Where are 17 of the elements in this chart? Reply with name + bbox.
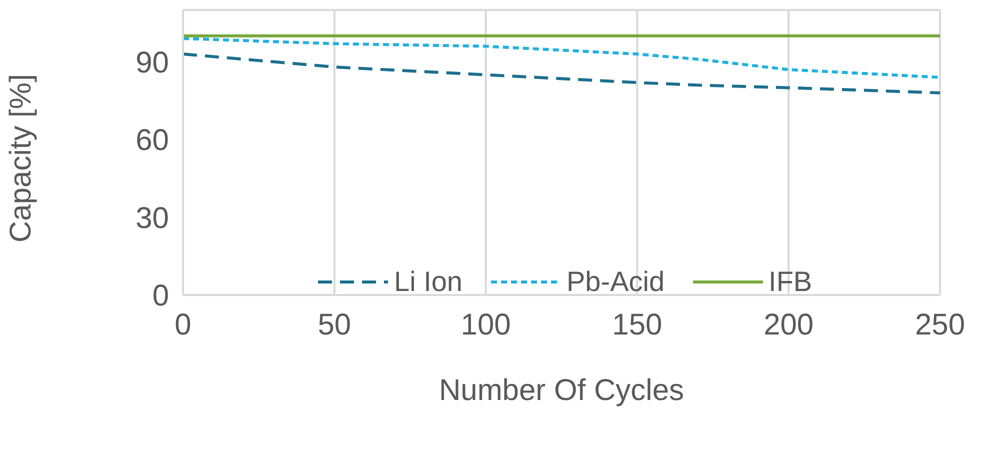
y-tick-label: 30 xyxy=(136,202,169,235)
y-tick-label: 90 xyxy=(136,46,169,80)
y-tick-label: 0 xyxy=(152,280,169,313)
x-tick-label: 250 xyxy=(914,308,966,342)
y-tick-label: 60 xyxy=(136,124,169,158)
line-series xyxy=(183,52,940,94)
x-tick-label: 200 xyxy=(764,308,814,342)
y-axis-title: Capacity [%] xyxy=(4,74,38,242)
legend-label: Pb-Acid xyxy=(566,266,665,298)
x-tick-label: 100 xyxy=(460,308,511,342)
x-tick-label: 150 xyxy=(612,308,662,342)
x-tick-label: 0 xyxy=(174,308,192,342)
x-axis-title: Number Of Cycles xyxy=(438,374,684,407)
line-series xyxy=(183,37,940,79)
legend-label: Li Ion xyxy=(394,266,462,298)
legend-label: IFB xyxy=(768,266,812,298)
x-tick-label: 50 xyxy=(318,308,352,342)
